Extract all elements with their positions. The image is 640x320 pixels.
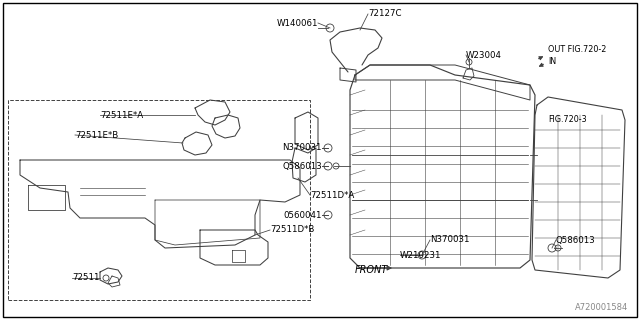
- Text: 72127C: 72127C: [368, 10, 401, 19]
- Text: 72511D*B: 72511D*B: [270, 226, 314, 235]
- Text: N370031: N370031: [282, 143, 322, 153]
- Text: W140061: W140061: [276, 19, 318, 28]
- Text: A720001584: A720001584: [575, 303, 628, 313]
- Text: N370031: N370031: [430, 236, 470, 244]
- Text: W210231: W210231: [400, 251, 442, 260]
- Bar: [8, 100, 310, 300]
- Text: 72511E*A: 72511E*A: [100, 110, 143, 119]
- Text: IN: IN: [548, 58, 556, 67]
- Text: W23004: W23004: [466, 51, 502, 60]
- Text: 0560041: 0560041: [284, 211, 322, 220]
- Text: 72511E*B: 72511E*B: [75, 131, 118, 140]
- Text: FRONT: FRONT: [355, 265, 388, 275]
- Text: 72511: 72511: [72, 274, 99, 283]
- Text: 72511D*A: 72511D*A: [310, 190, 355, 199]
- Text: Q586013: Q586013: [282, 162, 322, 171]
- Text: FIG.720-3: FIG.720-3: [548, 116, 587, 124]
- Text: Q586013: Q586013: [556, 236, 596, 244]
- Text: OUT FIG.720-2: OUT FIG.720-2: [548, 45, 606, 54]
